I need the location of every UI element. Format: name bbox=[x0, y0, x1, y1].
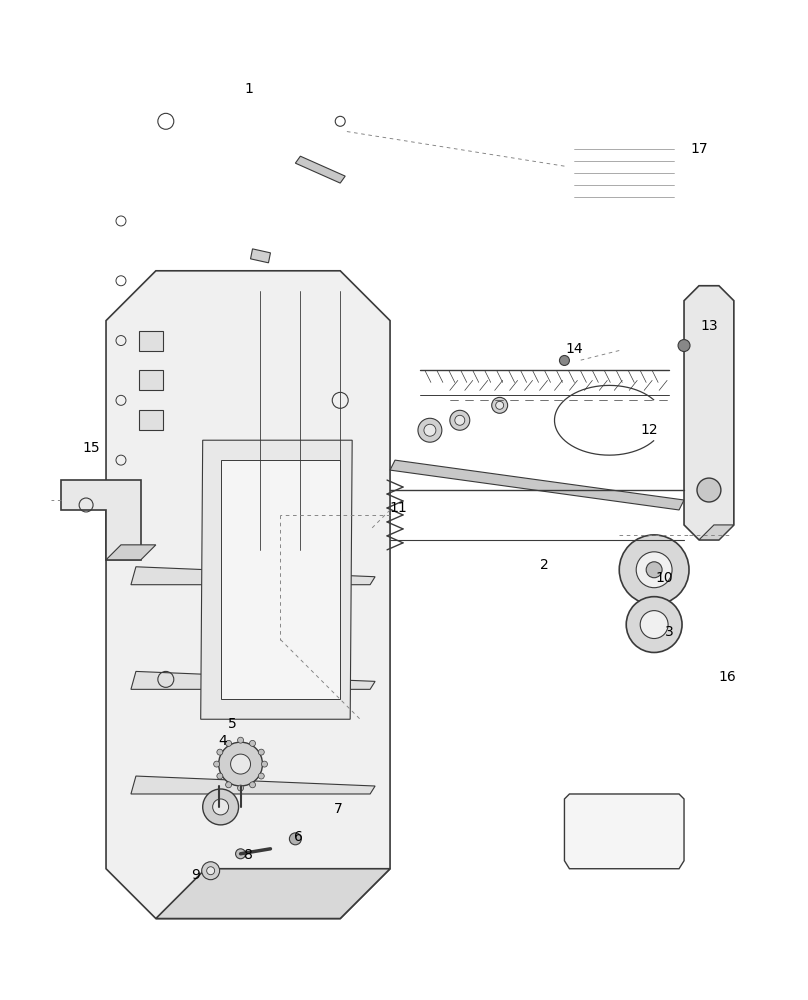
Circle shape bbox=[259, 773, 264, 779]
Polygon shape bbox=[390, 460, 684, 510]
Circle shape bbox=[636, 552, 672, 588]
Circle shape bbox=[217, 749, 223, 755]
Polygon shape bbox=[221, 460, 340, 699]
Circle shape bbox=[418, 418, 442, 442]
Bar bbox=[139, 370, 163, 390]
Circle shape bbox=[259, 749, 264, 755]
Circle shape bbox=[678, 340, 690, 352]
Text: 3: 3 bbox=[665, 625, 673, 639]
Circle shape bbox=[230, 754, 250, 774]
Circle shape bbox=[262, 761, 267, 767]
Text: 2: 2 bbox=[540, 558, 549, 572]
Circle shape bbox=[619, 535, 689, 605]
Text: 5: 5 bbox=[228, 717, 237, 731]
Circle shape bbox=[626, 597, 682, 652]
Text: 12: 12 bbox=[641, 423, 658, 437]
Circle shape bbox=[225, 782, 232, 788]
Text: 7: 7 bbox=[334, 802, 343, 816]
Circle shape bbox=[646, 562, 662, 578]
Circle shape bbox=[250, 782, 255, 788]
Circle shape bbox=[236, 849, 246, 859]
Text: 17: 17 bbox=[690, 142, 708, 156]
Polygon shape bbox=[699, 525, 734, 540]
Circle shape bbox=[492, 397, 507, 413]
Text: 1: 1 bbox=[244, 82, 253, 96]
Circle shape bbox=[219, 742, 263, 786]
Text: 14: 14 bbox=[566, 342, 583, 356]
Bar bbox=[139, 331, 163, 351]
Circle shape bbox=[202, 862, 220, 880]
Polygon shape bbox=[156, 869, 390, 919]
Circle shape bbox=[213, 799, 229, 815]
Text: 11: 11 bbox=[389, 501, 407, 515]
Polygon shape bbox=[296, 156, 345, 183]
Text: 4: 4 bbox=[218, 734, 227, 748]
Polygon shape bbox=[106, 271, 390, 919]
Bar bbox=[139, 410, 163, 430]
Circle shape bbox=[203, 789, 238, 825]
Text: 6: 6 bbox=[294, 830, 303, 844]
Polygon shape bbox=[565, 794, 684, 869]
Text: 16: 16 bbox=[718, 670, 736, 684]
Polygon shape bbox=[61, 480, 141, 560]
Circle shape bbox=[250, 740, 255, 746]
Text: 8: 8 bbox=[244, 848, 253, 862]
Circle shape bbox=[238, 785, 243, 791]
Circle shape bbox=[495, 401, 503, 409]
Circle shape bbox=[207, 867, 215, 875]
Circle shape bbox=[289, 833, 301, 845]
Circle shape bbox=[424, 424, 436, 436]
Polygon shape bbox=[131, 776, 375, 794]
Polygon shape bbox=[131, 567, 375, 585]
Circle shape bbox=[559, 355, 570, 365]
Text: 9: 9 bbox=[191, 868, 200, 882]
Circle shape bbox=[450, 410, 469, 430]
Polygon shape bbox=[200, 440, 352, 719]
Polygon shape bbox=[684, 286, 734, 540]
Text: 13: 13 bbox=[701, 319, 718, 333]
Circle shape bbox=[455, 415, 465, 425]
Polygon shape bbox=[106, 545, 156, 560]
Text: 15: 15 bbox=[82, 441, 100, 455]
Text: 10: 10 bbox=[655, 571, 673, 585]
Circle shape bbox=[697, 478, 721, 502]
Circle shape bbox=[213, 761, 220, 767]
Circle shape bbox=[640, 611, 668, 639]
Circle shape bbox=[238, 737, 243, 743]
Circle shape bbox=[217, 773, 223, 779]
Polygon shape bbox=[250, 249, 271, 263]
Polygon shape bbox=[131, 671, 375, 689]
Circle shape bbox=[225, 740, 232, 746]
